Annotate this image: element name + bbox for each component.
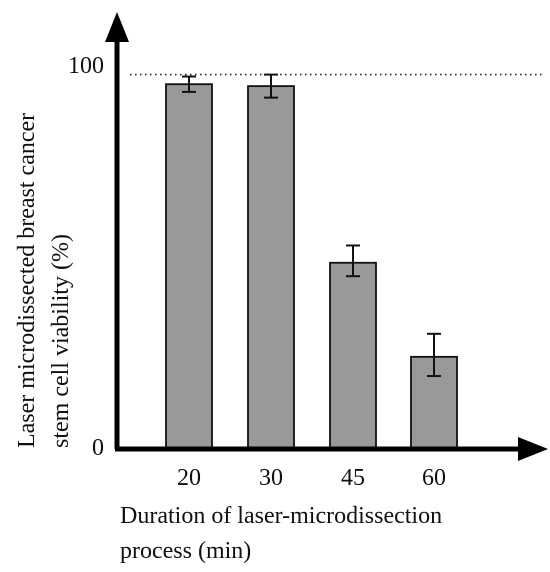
y-tick-label-0: 0: [92, 435, 104, 461]
labels: 20 30 45 60 0 100: [68, 53, 446, 491]
x-tick-label-20: 20: [177, 465, 201, 491]
y-axis-title-line-1: Laser microdissected breast cancer: [14, 113, 40, 448]
bar-30: [247, 85, 295, 450]
y-axis-title-line-2: stem cell viability (%): [48, 234, 74, 448]
x-tick-label-45: 45: [341, 465, 365, 491]
bar-20: [165, 83, 213, 450]
x-axis-title-line-2: process (min): [120, 538, 251, 564]
x-axis-arrowhead: [518, 437, 548, 461]
y-axis-arrowhead: [105, 12, 129, 42]
x-tick-label-30: 30: [259, 465, 283, 491]
x-tick-label-60: 60: [422, 465, 446, 491]
y-tick-label-100: 100: [68, 53, 104, 79]
plot-area: [130, 73, 545, 450]
bar-45: [329, 261, 377, 450]
x-axis-title-line-1: Duration of laser-microdissection: [120, 503, 442, 529]
